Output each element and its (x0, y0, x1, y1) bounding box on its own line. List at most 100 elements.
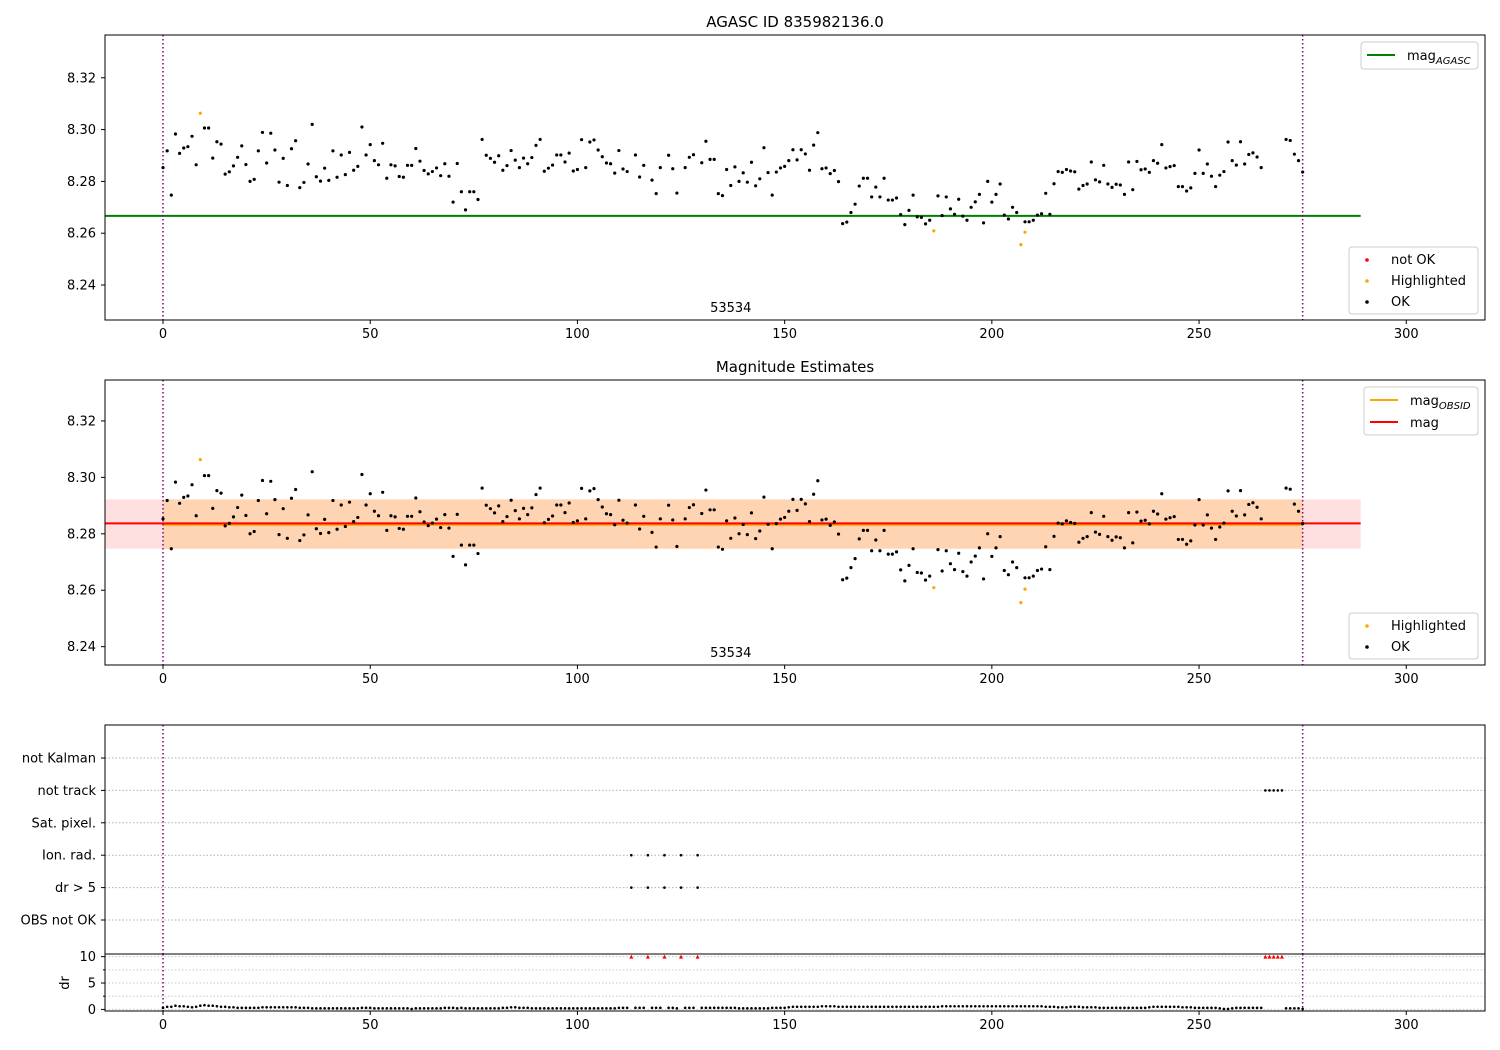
ok-point (1243, 513, 1247, 517)
dr-clipped-marker (1275, 954, 1280, 959)
flag-point (646, 853, 650, 857)
ok-point (733, 516, 737, 520)
dr-point (944, 1004, 948, 1008)
panel2-legend-bottom: Highlighted OK (1348, 612, 1479, 660)
y-tick-label: 8.28 (67, 175, 96, 190)
ok-point (405, 514, 410, 518)
ok-point (754, 536, 758, 541)
ok-point (994, 192, 998, 196)
ok-point (480, 137, 484, 142)
ok-point (1176, 537, 1180, 542)
dr-point (170, 1005, 173, 1009)
ok-point (915, 215, 919, 219)
dr-point (675, 1007, 679, 1010)
ok-point (579, 486, 584, 490)
y-tick-label: 8.24 (67, 279, 96, 294)
ok-point (865, 176, 870, 180)
ok-point (1234, 163, 1238, 167)
ok-point (360, 125, 364, 129)
ok-point (306, 162, 310, 166)
dr-point (364, 1006, 368, 1010)
ok-point (252, 529, 256, 534)
ok-point (393, 515, 397, 519)
dr-point (671, 1006, 675, 1010)
ok-point (1284, 137, 1288, 142)
dr-point (484, 1007, 488, 1010)
ok-point (894, 550, 899, 554)
ok-point (323, 517, 327, 521)
ok-point (513, 158, 517, 162)
flag-point (696, 853, 699, 857)
ok-point (737, 532, 741, 536)
ok-point (451, 554, 455, 558)
ok-point (1247, 152, 1251, 157)
ok-point (824, 517, 828, 521)
ok-point (1284, 486, 1288, 490)
panel1-annotation: 53534 (710, 301, 751, 316)
dr-point (936, 1005, 940, 1009)
ok-point (981, 221, 986, 225)
ok-point (426, 172, 430, 176)
ok-point (559, 503, 563, 507)
ok-point (439, 174, 443, 178)
ok-point (1106, 535, 1110, 539)
x-tick-label: 100 (565, 672, 590, 687)
dr-point (493, 1007, 496, 1010)
ok-point (1205, 162, 1209, 166)
ok-point (455, 512, 459, 516)
ok-point (691, 153, 696, 157)
dr-point (1127, 1006, 1130, 1010)
dr-point (460, 1006, 463, 1010)
ok-point (1168, 165, 1172, 169)
ok-point (260, 130, 265, 135)
dr-clipped-marker (1271, 954, 1276, 959)
dr-point (1293, 1007, 1296, 1010)
ok-point (352, 520, 356, 524)
dr-point (397, 1007, 401, 1010)
ok-point (260, 478, 265, 483)
panel2-legend-mag-obsid-label: magOBSID (1410, 394, 1471, 412)
ok-point (244, 513, 248, 518)
ok-point (725, 167, 729, 172)
ok-point (385, 176, 389, 180)
dr-point (211, 1004, 215, 1008)
ok-point (347, 150, 352, 154)
dr-point (1044, 1005, 1048, 1009)
ok-point (227, 170, 231, 174)
ok-point (758, 529, 762, 533)
dr-point (998, 1004, 1002, 1008)
ok-point (335, 527, 339, 531)
ok-point (928, 574, 932, 578)
ok-point (161, 166, 165, 170)
ok-point (687, 155, 691, 159)
ok-point (202, 474, 207, 478)
highlighted-point (198, 111, 202, 115)
dr-point (1114, 1006, 1118, 1010)
y-tick-label: 8.26 (67, 227, 96, 242)
ok-point (497, 504, 501, 508)
dr-point (828, 1004, 832, 1008)
ok-point (488, 507, 493, 511)
ok-point (401, 175, 405, 179)
x-tick-label: 200 (979, 672, 1004, 687)
flag-point (1272, 789, 1275, 792)
dr-point (356, 1007, 360, 1010)
dr-point (870, 1005, 873, 1009)
dr-point (841, 1005, 844, 1009)
legend-mag-text: mag (1407, 49, 1436, 64)
ok-point (1114, 535, 1118, 539)
ok-point (381, 490, 385, 494)
ok-point (1010, 205, 1015, 209)
ok-point (389, 514, 393, 518)
dr-point (580, 1007, 583, 1010)
ok-point (737, 179, 741, 183)
dr-point (791, 1005, 795, 1009)
ok-point (969, 205, 973, 209)
ok-point (1068, 520, 1073, 525)
ok-point (352, 168, 356, 172)
ok-point (1081, 183, 1085, 188)
ok-point (1085, 535, 1089, 539)
dr-point (1023, 1004, 1027, 1008)
ok-point (1201, 523, 1205, 527)
ok-point (1122, 546, 1127, 550)
